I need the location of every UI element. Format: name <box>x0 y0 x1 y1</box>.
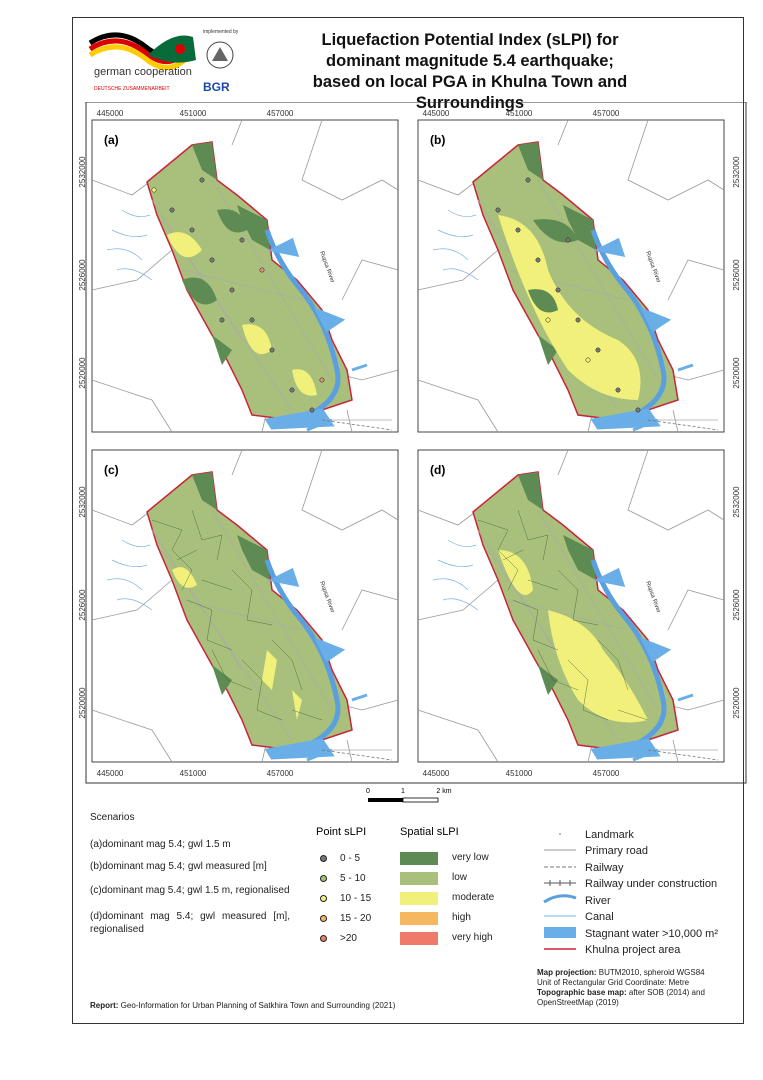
scenario: (a)dominant mag 5.4; gwl 1.5 m <box>90 839 231 850</box>
x-coordinate: 445000 <box>423 109 450 118</box>
point-class-label: >20 <box>340 933 357 944</box>
panel-label: (a) <box>104 133 119 147</box>
map-legend-label: Canal <box>585 911 614 923</box>
point-symbol <box>320 875 327 882</box>
x-coordinate: 451000 <box>506 769 533 778</box>
x-coordinate: 457000 <box>593 769 620 778</box>
y-coordinate: 2520000 <box>732 687 741 719</box>
point-symbol <box>320 915 327 922</box>
logo-subtext: DEUTSCHE ZUSAMMENARBEIT <box>94 86 170 92</box>
x-coordinate: 445000 <box>423 769 450 778</box>
x-coordinate: 451000 <box>506 109 533 118</box>
scenario: (b)dominant mag 5.4; gwl measured [m] <box>90 861 267 872</box>
spatial-class-label: low <box>452 872 468 883</box>
panel-label: (b) <box>430 133 445 147</box>
spatial-legend-title: Spatial sLPI <box>400 826 459 838</box>
spatial-swatch <box>400 852 438 865</box>
panel-label: (c) <box>104 463 119 477</box>
notes: Map projection: BUTM2010, spheroid WGS84… <box>537 968 742 1008</box>
x-coordinate: 445000 <box>97 109 124 118</box>
map-frame: (a) (b) (c) (d) 445000 445000 445000 445000… <box>78 102 747 784</box>
spatial-swatch <box>400 872 438 885</box>
x-coordinate: 457000 <box>267 109 294 118</box>
map-legend-label: River <box>585 895 611 907</box>
spatial-class-label: very low <box>452 852 489 863</box>
panel-b: (b) <box>418 120 724 432</box>
panel-label: (d) <box>430 463 445 477</box>
panel-d: (d) <box>418 450 724 762</box>
logo-text: german cooperation <box>94 66 192 78</box>
spatial-class-label: high <box>452 912 471 923</box>
spatial-class-label: very high <box>452 932 493 943</box>
x-coordinate: 451000 <box>180 769 207 778</box>
point-symbol <box>320 895 327 902</box>
scenario: (c)dominant mag 5.4; gwl 1.5 m, regional… <box>90 885 290 896</box>
spatial-swatch <box>400 912 438 925</box>
y-coordinate: 2532000 <box>732 156 741 188</box>
map-legend-label: Stagnant water >10,000 m² <box>585 928 718 940</box>
map-title: Liquefaction Potential Index (sLPI) for … <box>312 31 628 112</box>
map-legend-label: Landmark <box>585 829 634 841</box>
panel-c: (c) <box>92 450 398 762</box>
projection-note: Map projection: BUTM2010, spheroid WGS84 <box>537 968 705 977</box>
scale-label: 0 <box>366 788 370 795</box>
y-coordinate: 2532000 <box>78 486 87 518</box>
scenario: (d)dominant mag 5.4; gwl measured [m], r… <box>90 911 290 935</box>
y-coordinate: 2526000 <box>78 259 87 291</box>
map-legend-label: Railway under construction <box>585 878 718 890</box>
point-class-label: 10 - 15 <box>340 893 372 904</box>
x-coordinate: 445000 <box>97 769 124 778</box>
unit-note: Unit of Rectangular Grid Coordinate: Met… <box>537 978 690 987</box>
y-coordinate: 2520000 <box>78 357 87 389</box>
bgr-logo: BGR <box>203 80 230 94</box>
x-coordinate: 451000 <box>180 109 207 118</box>
map-legend-label: Primary road <box>585 845 648 857</box>
point-legend-title: Point sLPI <box>316 826 367 838</box>
spatial-swatch <box>400 892 438 905</box>
y-coordinate: 2520000 <box>732 357 741 389</box>
panel-a: (a) <box>92 120 398 432</box>
scale-label: 1 <box>401 788 405 795</box>
outer-frame <box>72 17 744 1024</box>
x-coordinate: 457000 <box>593 109 620 118</box>
point-class-label: 5 - 10 <box>340 873 366 884</box>
x-coordinate: 457000 <box>267 769 294 778</box>
base-map-note: Topographic base map: after SOB (2014) a… <box>537 988 705 1007</box>
implemented-by: implemented by <box>203 29 239 35</box>
map-legend-label: Railway <box>585 862 624 874</box>
point-class-label: 15 - 20 <box>340 913 372 924</box>
spatial-swatch <box>400 932 438 945</box>
y-coordinate: 2526000 <box>732 589 741 621</box>
y-coordinate: 2532000 <box>78 156 87 188</box>
y-coordinate: 2526000 <box>732 259 741 291</box>
scale-bar: 0 1 2 km <box>366 788 452 803</box>
point-class-label: 0 - 5 <box>340 853 361 864</box>
map-legend-symbols <box>543 833 577 950</box>
point-symbol <box>320 935 327 942</box>
y-coordinate: 2526000 <box>78 589 87 621</box>
report-note: Report: Geo-Information for Urban Planni… <box>90 1001 396 1010</box>
y-coordinate: 2520000 <box>78 687 87 719</box>
point-symbol <box>320 855 327 862</box>
map-legend-label: Khulna project area <box>585 944 681 956</box>
spatial-class-label: moderate <box>452 892 495 903</box>
scenarios-title: Scenarios <box>90 812 135 823</box>
scale-label: 2 km <box>436 788 451 795</box>
logos: german cooperation DEUTSCHE ZUSAMMENARBE… <box>88 29 239 94</box>
y-coordinate: 2532000 <box>732 486 741 518</box>
